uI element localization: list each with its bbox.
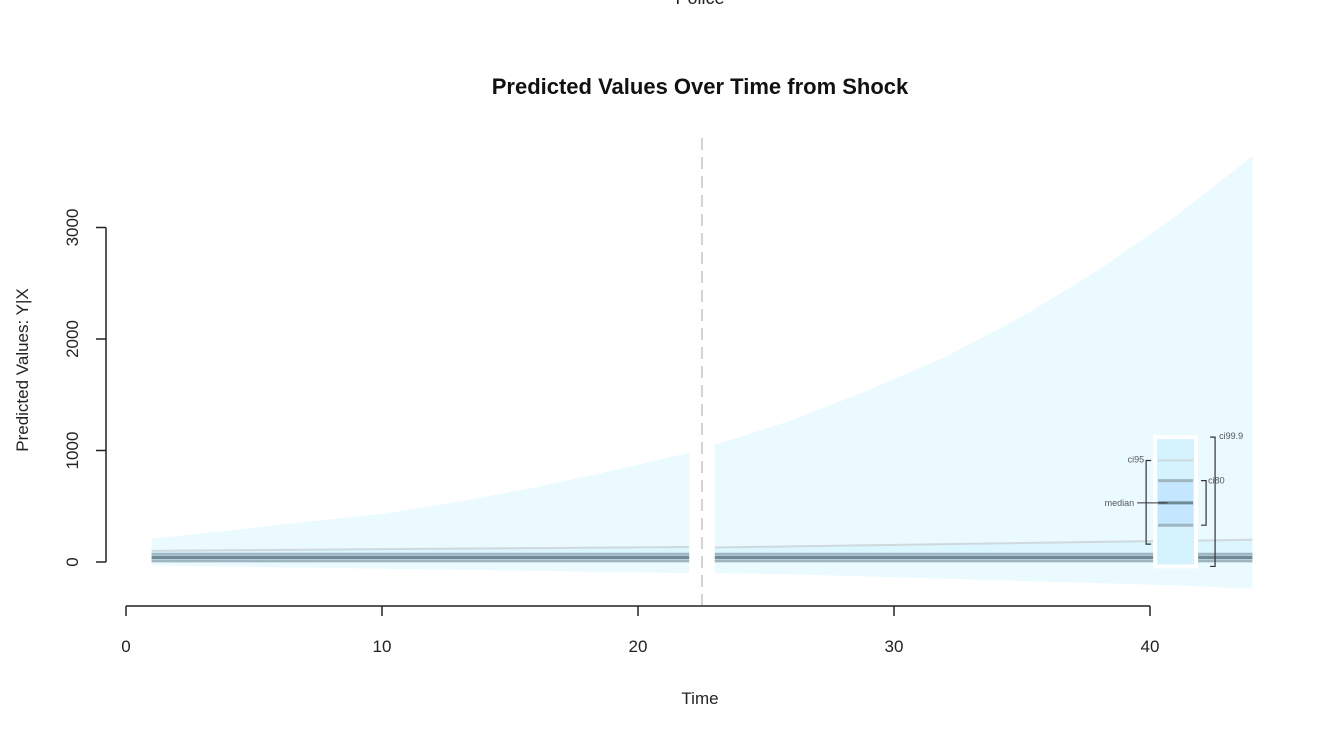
y-tick-label-3000: 3000: [63, 209, 82, 247]
x-axis-label: Time: [681, 689, 718, 708]
x-tick-label-0: 0: [121, 637, 130, 656]
ci999-band-segment-2: [714, 156, 1253, 589]
key-ci95-label: ci95: [1128, 455, 1145, 465]
key-ci80-label: ci80: [1208, 476, 1225, 486]
x-tick-label-10: 10: [373, 637, 392, 656]
key-ci95-bracket: [1145, 459, 1152, 545]
key-ci999-label: ci99.9: [1219, 431, 1243, 441]
key-ci80-bracket: [1201, 480, 1207, 526]
y-tick-label-2000: 2000: [63, 320, 82, 358]
chart-title: Predicted Values Over Time from Shock: [492, 74, 909, 99]
interval-key: ci99.9 ci95 ci80 median: [1105, 431, 1243, 569]
y-axis-label: Predicted Values: Y|X: [13, 288, 32, 452]
x-tick-label-40: 40: [1141, 637, 1160, 656]
ci999-band-segment-1: [151, 452, 690, 574]
key-ci999-bracket: [1210, 436, 1216, 568]
axes: 0 10 20 30 40 0 1000 2000 3000: [63, 209, 1159, 656]
y-tick-label-1000: 1000: [63, 432, 82, 470]
x-tick-label-20: 20: [629, 637, 648, 656]
ci95-upper-line-segment-1: [151, 545, 690, 552]
x-tick-label-30: 30: [885, 637, 904, 656]
chart-header-label: Police: [675, 0, 724, 8]
key-median-label: median: [1105, 498, 1135, 508]
y-tick-label-0: 0: [63, 557, 82, 566]
